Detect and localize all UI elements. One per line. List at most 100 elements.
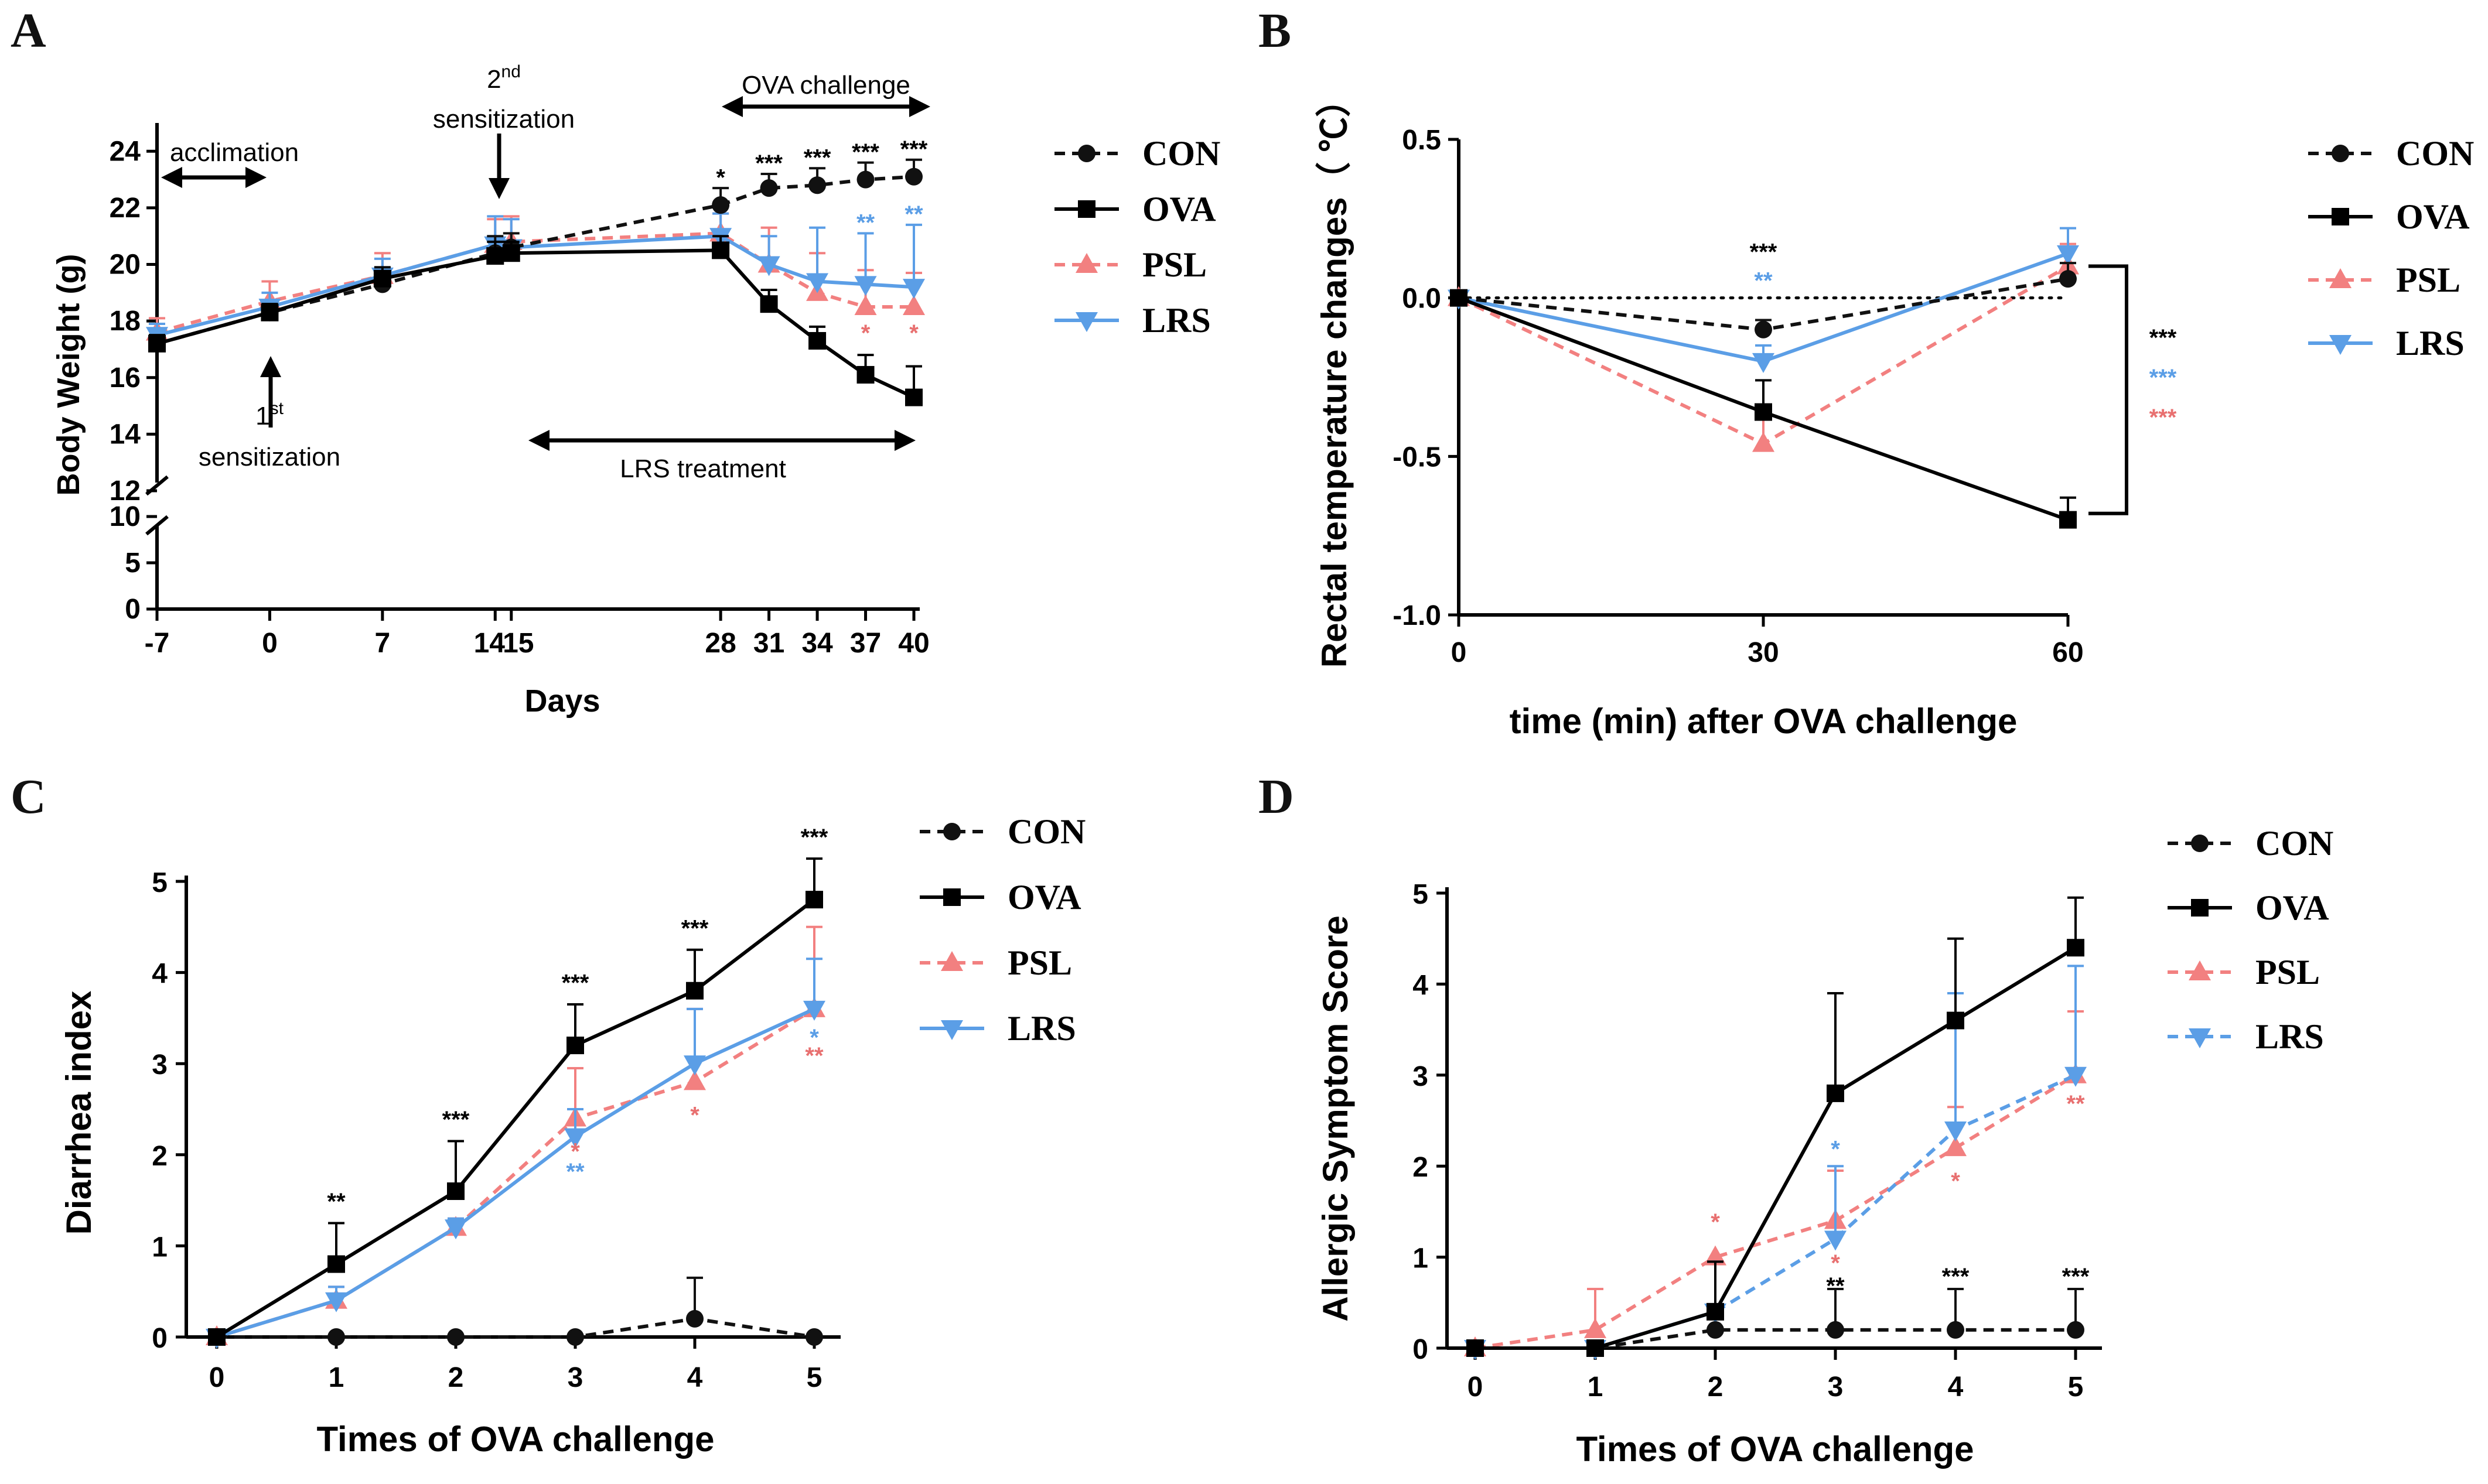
point-ova	[2059, 511, 2077, 529]
panel-letter-c: C	[11, 770, 46, 824]
x-axis-title: Times of OVA challenge	[316, 1420, 714, 1459]
point-psl	[854, 295, 877, 315]
x-tick-label: 60	[2052, 637, 2083, 668]
point-con	[327, 1328, 345, 1346]
significance-mark: ***	[562, 970, 589, 996]
point-con	[808, 176, 827, 194]
significance-mark: ***	[1942, 1264, 1970, 1290]
series-line-ova	[216, 898, 815, 1339]
series-psl	[1464, 1010, 2087, 1356]
point-con	[566, 1328, 584, 1346]
annotation-first-sensitization: sensitization	[199, 443, 340, 471]
legend-marker-lrs	[1076, 312, 1098, 332]
legend: CON OVA PSL LRS	[1054, 134, 1220, 340]
annotation-first-sensitization-number: 1st	[255, 399, 284, 430]
arrow-head-icon	[909, 96, 930, 117]
legend-label-ova: OVA	[1142, 190, 1216, 228]
legend-marker-ova	[2332, 208, 2349, 225]
point-ova	[327, 1255, 345, 1273]
x-tick-label: 4	[1948, 1372, 1964, 1403]
point-ova	[1707, 1302, 1724, 1321]
significance-mark: **	[2066, 1091, 2085, 1117]
x-tick-label: 0	[1467, 1372, 1483, 1403]
y-axis-title: Body Weight (g)	[51, 254, 86, 496]
legend-label-ova: OVA	[2255, 888, 2329, 927]
annotation-acclimation: acclimation	[170, 138, 299, 167]
x-tick-label: 7	[374, 628, 390, 659]
series-lrs	[206, 958, 825, 1349]
series-line-psl	[1475, 1073, 2077, 1350]
point-ova	[261, 303, 279, 322]
significance-mark: *	[1831, 1137, 1840, 1162]
legend-label-ova: OVA	[2396, 197, 2470, 236]
point-ova	[208, 1328, 226, 1346]
series-line-lrs	[216, 1007, 815, 1339]
legend-label-psl: PSL	[2255, 953, 2320, 991]
significance-mark: *	[861, 320, 871, 346]
x-tick-label: 31	[753, 628, 784, 659]
significance-mark: *	[1831, 1250, 1840, 1276]
x-tick-label: -7	[145, 628, 170, 659]
point-ova	[1947, 1011, 1964, 1030]
y-tick-label: 5	[125, 548, 141, 579]
legend-label-psl: PSL	[2396, 261, 2460, 299]
y-tick-label: 4	[1412, 970, 1428, 1001]
point-ova	[806, 891, 823, 909]
point-ova	[502, 244, 520, 262]
legend-label-lrs: LRS	[1142, 301, 1211, 340]
y-tick-label: 22	[110, 193, 141, 224]
legend-marker-lrs	[941, 1020, 963, 1040]
point-ova	[905, 388, 923, 406]
y-tick-label: 18	[110, 306, 141, 337]
legend-marker-con	[943, 823, 961, 840]
point-ova	[808, 331, 827, 350]
panel-letter-a: A	[11, 4, 46, 58]
x-tick-label: 0	[262, 628, 278, 659]
x-tick-label: 2	[448, 1362, 464, 1393]
series-ova	[208, 857, 823, 1346]
series-lrs	[146, 212, 925, 347]
point-psl	[1944, 1136, 1967, 1157]
point-psl	[1584, 1318, 1606, 1338]
point-psl	[684, 1070, 706, 1090]
point-lrs	[445, 1219, 467, 1240]
y-axis-title: Rectal temperature changes（ ℃）	[1315, 82, 1354, 668]
legend-marker-psl	[941, 951, 963, 971]
series-ova	[1450, 289, 2077, 529]
point-ova	[486, 247, 504, 265]
x-axis-title: Days	[524, 683, 600, 719]
significance-mark: *	[1951, 1168, 1960, 1194]
point-con	[760, 179, 778, 197]
significance-mark: ***	[755, 151, 783, 176]
significance-mark: **	[905, 201, 923, 227]
significance-mark: *	[690, 1102, 699, 1128]
y-tick-label: 16	[110, 363, 141, 394]
point-ova	[2067, 939, 2084, 957]
x-tick-label: 5	[2068, 1372, 2084, 1403]
x-tick-label: 15	[503, 628, 534, 659]
significance-mark: **	[1826, 1273, 1845, 1299]
point-con	[856, 170, 875, 189]
significance-mark: ***	[442, 1107, 470, 1133]
point-con	[447, 1328, 465, 1346]
point-lrs	[806, 273, 829, 293]
arrow-head-icon	[489, 178, 510, 199]
x-tick-label: 40	[898, 628, 929, 659]
y-tick-label: 0.0	[1402, 283, 1441, 314]
significance-mark: *	[571, 1139, 580, 1165]
legend-marker-lrs	[2189, 1028, 2211, 1048]
point-lrs	[325, 1292, 347, 1312]
y-tick-label: -0.5	[1393, 442, 1441, 473]
series-line-con	[1475, 1328, 2076, 1350]
point-lrs	[803, 1000, 825, 1021]
y-tick-label: 1	[1412, 1243, 1428, 1274]
x-tick-label: 34	[801, 628, 833, 659]
legend-label-ova: OVA	[1008, 878, 1081, 917]
x-axis-title: Times of OVA challenge	[1576, 1430, 1974, 1469]
annotation-second-sensitization: sensitization	[433, 105, 575, 134]
legend-label-con: CON	[2396, 134, 2474, 173]
point-con	[1755, 320, 1772, 338]
x-tick-label: 0	[209, 1362, 225, 1393]
legend: CON OVA PSL LRS	[2308, 134, 2474, 363]
